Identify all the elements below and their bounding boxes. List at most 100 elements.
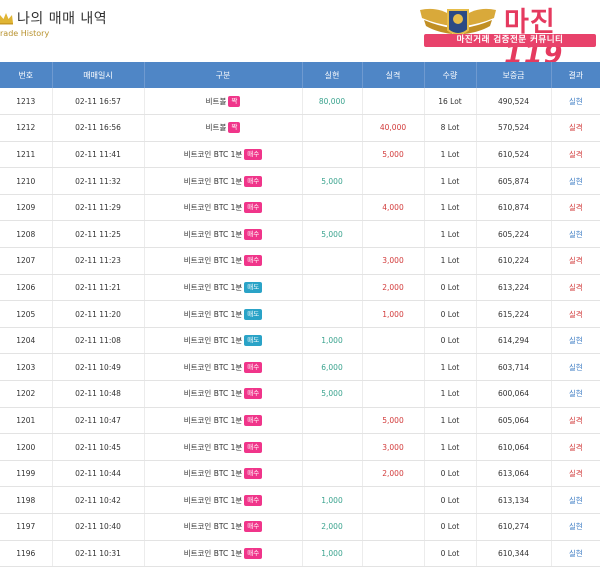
row-loss — [362, 167, 425, 195]
position-badge: 매수 — [244, 441, 263, 453]
page-title: 나의 매매 내역 — [17, 11, 108, 27]
row-type: 비트코인 BTC 1분 매수 — [144, 247, 303, 275]
row-profit: 5,000 — [302, 167, 363, 195]
row-deposit: 603,714 — [476, 353, 552, 382]
row-loss: 3,000 — [362, 433, 425, 461]
table-row: 1210 02-11 11:32 비트코인 BTC 1분 매수 5,000 1 Lot 60… — [0, 167, 600, 195]
row-result: 실격 — [551, 460, 600, 488]
row-number: 1213 — [0, 88, 53, 116]
table-row: 1198 02-11 10:42 비트코인 BTC 1분 매수 1,000 0 Lot 61… — [0, 486, 600, 514]
row-loss: 3,000 — [362, 247, 425, 275]
row-number: 1197 — [0, 513, 53, 541]
winged-shield-icon — [420, 8, 496, 35]
row-profit — [302, 141, 363, 169]
row-quantity: 0 Lot — [424, 274, 477, 302]
site-logo[interactable]: 마진119 마진거래 검증전문 커뮤니티 — [418, 4, 598, 70]
position-badge: 매수 — [244, 388, 263, 400]
row-type-label: 비트코인 BTC 1분 — [183, 176, 243, 186]
row-type: 비트코인 BTC 1분 매수 — [144, 486, 303, 514]
row-type: 비트코인 BTC 1분 매도 — [144, 274, 303, 302]
row-loss: 2,000 — [362, 274, 425, 302]
row-number: 1211 — [0, 141, 53, 169]
row-loss: 4,000 — [362, 194, 425, 222]
row-result: 실현 — [551, 513, 600, 541]
row-type-label: 비트코인 BTC 1분 — [183, 336, 243, 346]
row-datetime: 02-11 16:57 — [52, 88, 145, 116]
row-profit — [302, 194, 363, 222]
row-profit: 6,000 — [302, 353, 363, 382]
row-deposit: 610,064 — [476, 433, 552, 461]
row-datetime: 02-11 10:49 — [52, 353, 145, 382]
row-type-label: 비트코인 BTC 1분 — [183, 548, 243, 558]
row-number: 1201 — [0, 407, 53, 435]
row-datetime: 02-11 10:48 — [52, 380, 145, 408]
row-number: 1209 — [0, 194, 53, 222]
row-profit: 5,000 — [302, 220, 363, 249]
position-badge: 매수 — [244, 494, 263, 506]
row-number: 1200 — [0, 433, 53, 461]
row-quantity: 1 Lot — [424, 380, 477, 408]
table-row: 1205 02-11 11:20 비트코인 BTC 1분 매도 1,000 0 Lot 61… — [0, 300, 600, 328]
table-row: 1208 02-11 11:25 비트코인 BTC 1분 매수 5,000 1 Lot 60… — [0, 220, 600, 249]
position-badge: 매수 — [244, 228, 263, 240]
row-quantity: 0 Lot — [424, 513, 477, 541]
row-number: 1199 — [0, 460, 53, 488]
row-type: 비트코인 BTC 1분 매수 — [144, 460, 303, 488]
row-datetime: 02-11 11:41 — [52, 141, 145, 169]
row-type: 비트볼 짝 — [144, 114, 303, 142]
row-type: 비트코인 BTC 1분 매수 — [144, 513, 303, 541]
col-loss-header: 실격 — [362, 62, 425, 88]
row-result: 실격 — [551, 300, 600, 328]
col-type-header: 구분 — [144, 62, 303, 88]
row-deposit: 610,344 — [476, 540, 552, 567]
row-number: 1207 — [0, 247, 53, 275]
trade-history-table: 번호 매매일시 구분 실현 실격 수량 보증금 결과 1213 02-11 16:57 비트볼 짝 8… — [0, 62, 600, 567]
row-type-label: 비트코인 BTC 1분 — [183, 522, 243, 532]
page-header: 나의 매매 내역 rade History 마진119 마진거래 검증전문 커뮤… — [0, 0, 600, 70]
row-quantity: 1 Lot — [424, 247, 477, 275]
row-number: 1206 — [0, 274, 53, 302]
row-loss: 2,000 — [362, 460, 425, 488]
position-badge: 매수 — [244, 255, 263, 267]
row-type-label: 비트코인 BTC 1분 — [183, 203, 243, 213]
row-deposit: 613,064 — [476, 460, 552, 488]
row-profit: 1,000 — [302, 486, 363, 514]
row-datetime: 02-11 10:44 — [52, 460, 145, 488]
row-type-label: 비트코인 BTC 1분 — [183, 415, 243, 425]
row-type-label: 비트코인 BTC 1분 — [183, 282, 243, 292]
row-type: 비트코인 BTC 1분 매도 — [144, 327, 303, 355]
row-datetime: 02-11 10:31 — [52, 540, 145, 567]
row-deposit: 610,224 — [476, 247, 552, 275]
row-type-label: 비트코인 BTC 1분 — [183, 469, 243, 479]
row-deposit: 490,524 — [476, 88, 552, 116]
table-row: 1213 02-11 16:57 비트볼 짝 80,000 16 Lot 490,524 실현 — [0, 88, 600, 116]
col-quantity-header: 수량 — [424, 62, 477, 88]
row-quantity: 0 Lot — [424, 300, 477, 328]
row-datetime: 02-11 11:25 — [52, 220, 145, 249]
row-quantity: 1 Lot — [424, 194, 477, 222]
row-deposit: 605,224 — [476, 220, 552, 249]
table-row: 1207 02-11 11:23 비트코인 BTC 1분 매수 3,000 1 Lot 61… — [0, 247, 600, 275]
row-type: 비트코인 BTC 1분 매수 — [144, 220, 303, 249]
col-datetime-header: 매매일시 — [52, 62, 145, 88]
col-number-header: 번호 — [0, 62, 53, 88]
row-datetime: 02-11 10:42 — [52, 486, 145, 514]
row-number: 1196 — [0, 540, 53, 567]
row-profit — [302, 300, 363, 328]
position-badge: 매수 — [244, 175, 263, 187]
row-deposit: 610,874 — [476, 194, 552, 222]
row-result: 실격 — [551, 141, 600, 169]
row-type: 비트코인 BTC 1분 매수 — [144, 353, 303, 382]
position-badge: 매수 — [244, 361, 263, 373]
table-row: 1202 02-11 10:48 비트코인 BTC 1분 매수 5,000 1 Lot 60… — [0, 380, 600, 408]
row-type: 비트볼 짝 — [144, 88, 303, 116]
row-number: 1210 — [0, 167, 53, 195]
crown-icon — [0, 13, 13, 25]
row-type-label: 비트코인 BTC 1분 — [183, 495, 243, 505]
table-row: 1204 02-11 11:08 비트코인 BTC 1분 매도 1,000 0 Lot 61… — [0, 327, 600, 355]
col-profit-header: 실현 — [302, 62, 363, 88]
row-type: 비트코인 BTC 1분 매수 — [144, 540, 303, 567]
table-row: 1201 02-11 10:47 비트코인 BTC 1분 매수 5,000 1 Lot 60… — [0, 407, 600, 435]
row-datetime: 02-11 11:29 — [52, 194, 145, 222]
row-loss: 1,000 — [362, 300, 425, 328]
